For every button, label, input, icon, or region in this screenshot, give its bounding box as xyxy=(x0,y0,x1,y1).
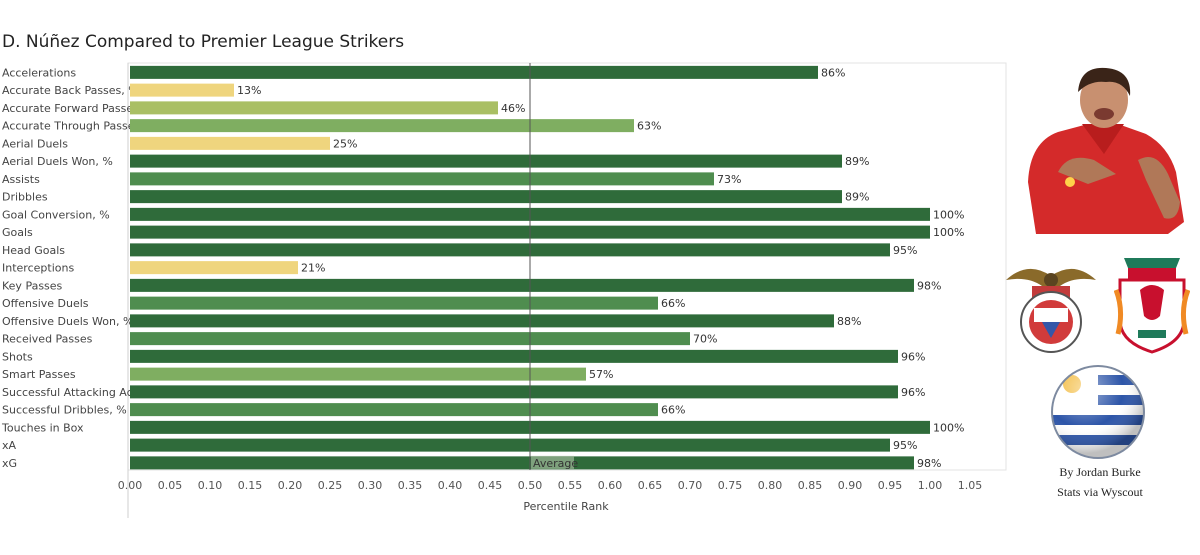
x-tick-label: 0.25 xyxy=(318,479,343,492)
bar[interactable] xyxy=(130,261,298,275)
x-tick-label: 0.95 xyxy=(878,479,903,492)
bar[interactable] xyxy=(130,403,658,417)
value-label: 96% xyxy=(901,350,925,363)
average-label: Average xyxy=(533,457,578,470)
value-label: 100% xyxy=(933,226,964,239)
value-label: 100% xyxy=(933,208,964,221)
source-credit: Stats via Wyscout xyxy=(1057,485,1143,499)
category-label: Successful Dribbles, % xyxy=(2,404,127,417)
category-label: Aerial Duels Won, % xyxy=(2,155,113,168)
bar[interactable] xyxy=(130,296,658,310)
bar[interactable] xyxy=(130,278,914,292)
bar[interactable] xyxy=(130,438,890,452)
average-label-bg xyxy=(531,455,574,469)
category-label: Accelerations xyxy=(2,66,76,79)
category-label: Accurate Through Passes,.. xyxy=(2,120,151,133)
x-tick-label: 0.10 xyxy=(198,479,223,492)
value-label: 13% xyxy=(237,84,261,97)
value-label: 98% xyxy=(917,457,941,470)
category-label: Assists xyxy=(2,173,40,186)
x-tick-label: 0.65 xyxy=(638,479,663,492)
x-tick-label: 0.30 xyxy=(358,479,383,492)
value-label: 89% xyxy=(845,155,869,168)
benfica-crest xyxy=(1006,268,1096,353)
value-label: 95% xyxy=(893,439,917,452)
bar[interactable] xyxy=(130,119,634,133)
bar[interactable] xyxy=(130,332,690,346)
value-label: 86% xyxy=(821,66,845,79)
category-label: Offensive Duels xyxy=(2,297,89,310)
category-label: Goal Conversion, % xyxy=(2,208,110,221)
bar[interactable] xyxy=(130,190,842,204)
category-label: Goals xyxy=(2,226,33,239)
author-credit: By Jordan Burke xyxy=(1059,465,1141,479)
category-label: Offensive Duels Won, % xyxy=(2,315,133,328)
category-label: Accurate Forward Passes,.. xyxy=(2,102,149,115)
category-label: Shots xyxy=(2,350,33,363)
value-label: 95% xyxy=(893,244,917,257)
value-label: 73% xyxy=(717,173,741,186)
x-tick-label: 0.80 xyxy=(758,479,783,492)
value-label: 70% xyxy=(693,333,717,346)
category-label: Smart Passes xyxy=(2,368,76,381)
bar[interactable] xyxy=(130,456,914,470)
bar[interactable] xyxy=(130,101,498,115)
x-tick-label: 0.60 xyxy=(598,479,623,492)
category-label: Accurate Back Passes, % xyxy=(2,84,139,97)
category-label: Aerial Duels xyxy=(2,137,68,150)
bar[interactable] xyxy=(130,172,714,186)
bar[interactable] xyxy=(130,314,834,328)
category-label: Interceptions xyxy=(2,262,74,275)
category-label: Head Goals xyxy=(2,244,65,257)
chart-title: D. Núñez Compared to Premier League Stri… xyxy=(2,32,405,52)
x-tick-label: 0.70 xyxy=(678,479,703,492)
x-tick-label: 0.20 xyxy=(278,479,303,492)
bar[interactable] xyxy=(130,154,842,168)
category-label: xA xyxy=(2,439,17,452)
x-tick-label: 0.45 xyxy=(478,479,503,492)
value-label: 25% xyxy=(333,137,357,150)
uruguay-flag-badge xyxy=(1051,365,1145,459)
x-tick-label: 0.00 xyxy=(118,479,143,492)
category-label: Key Passes xyxy=(2,279,63,292)
x-tick-label: 0.85 xyxy=(798,479,823,492)
liverpool-crest xyxy=(1114,258,1190,354)
category-label: Successful Attacking Acti.. xyxy=(2,386,147,399)
value-label: 46% xyxy=(501,102,525,115)
x-tick-label: 0.40 xyxy=(438,479,463,492)
x-tick-label: 0.05 xyxy=(158,479,183,492)
value-label: 66% xyxy=(661,297,685,310)
category-label: xG xyxy=(2,457,17,470)
bar[interactable] xyxy=(130,385,898,399)
category-label: Received Passes xyxy=(2,333,93,346)
x-axis-title: Percentile Rank xyxy=(523,500,609,513)
value-label: 57% xyxy=(589,368,613,381)
x-tick-label: 0.15 xyxy=(238,479,263,492)
bar[interactable] xyxy=(130,83,234,97)
value-label: 98% xyxy=(917,279,941,292)
x-tick-label: 0.75 xyxy=(718,479,743,492)
category-label: Dribbles xyxy=(2,191,48,204)
bar[interactable] xyxy=(130,136,330,150)
value-label: 89% xyxy=(845,191,869,204)
value-label: 63% xyxy=(637,120,661,133)
bar[interactable] xyxy=(130,65,818,79)
bar[interactable] xyxy=(130,243,890,257)
value-label: 100% xyxy=(933,421,964,434)
x-tick-label: 0.55 xyxy=(558,479,583,492)
bar[interactable] xyxy=(130,367,586,381)
bar[interactable] xyxy=(130,349,898,363)
value-label: 21% xyxy=(301,262,325,275)
x-tick-label: 1.00 xyxy=(918,479,943,492)
player-photo xyxy=(1028,67,1184,234)
x-tick-label: 0.90 xyxy=(838,479,863,492)
x-tick-label: 0.35 xyxy=(398,479,423,492)
value-label: 96% xyxy=(901,386,925,399)
category-label: Touches in Box xyxy=(1,421,84,434)
value-label: 88% xyxy=(837,315,861,328)
x-tick-label: 1.05 xyxy=(958,479,983,492)
value-label: 66% xyxy=(661,404,685,417)
x-tick-label: 0.50 xyxy=(518,479,543,492)
